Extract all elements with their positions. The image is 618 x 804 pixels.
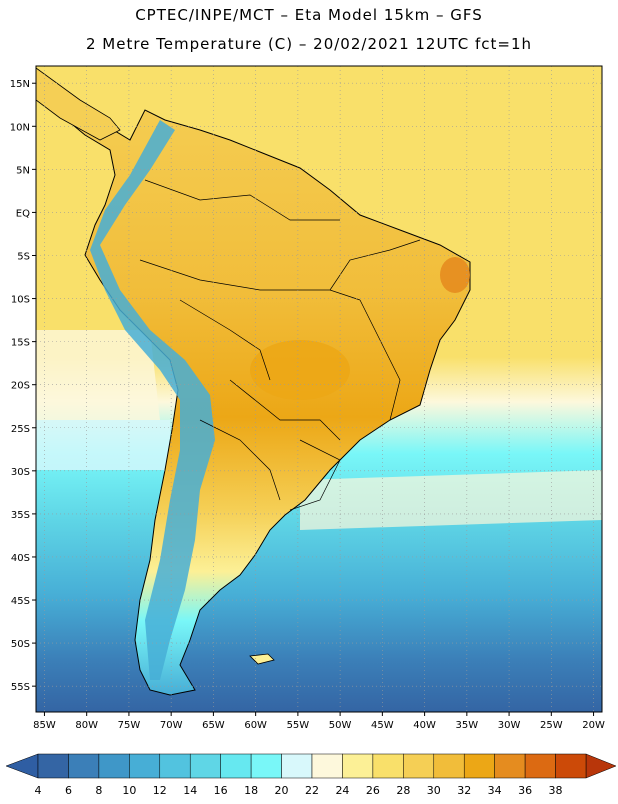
lat-tick-label: 10S	[11, 295, 30, 306]
pacific-cool-band	[36, 330, 160, 420]
lon-tick-label: 35W	[456, 720, 479, 731]
colorbar-labels: 4 6 8 10 12 14 16 18 20 22 24 26 28 30 32 34 36 38	[35, 784, 563, 797]
lon-tick-label: 80W	[75, 720, 98, 731]
colorbar-label: 36	[518, 784, 532, 797]
lon-tick-label: 25W	[540, 720, 563, 731]
colorbar-label: 26	[366, 784, 380, 797]
colorbar-swatch	[189, 753, 221, 779]
colorbar-swatches	[37, 753, 587, 779]
lon-tick-label: 30W	[498, 720, 521, 731]
colorbar-label: 30	[427, 784, 441, 797]
lon-tick-label: 70W	[160, 720, 183, 731]
map-body	[36, 66, 602, 712]
lon-tick-label: 50W	[329, 720, 352, 731]
lat-tick-label: 45S	[11, 596, 30, 607]
colorbar-label: 10	[122, 784, 136, 797]
lat-tick-label: 10N	[10, 122, 30, 133]
lon-tick-label: 20W	[582, 720, 605, 731]
lat-tick-label: 55S	[11, 682, 30, 693]
colorbar-swatch	[68, 753, 100, 779]
colorbar-left-arrow	[5, 753, 39, 779]
lat-tick-label: 15S	[11, 338, 30, 349]
andes-cold-ridge	[90, 120, 215, 680]
longitude-axis: 85W 80W 75W 70W 65W 60W 55W 50W 45W 40W 35W 30W 25W 2…	[33, 712, 605, 731]
colorbar-swatch	[281, 753, 313, 779]
colorbar-swatch	[463, 753, 495, 779]
lon-tick-label: 45W	[371, 720, 394, 731]
colorbar-label: 24	[335, 784, 349, 797]
lat-tick-label: EQ	[16, 208, 30, 219]
colorbar-label: 32	[457, 784, 471, 797]
colorbar-swatch	[494, 753, 526, 779]
atlantic-mild-band	[300, 470, 602, 530]
colorbar-swatch	[159, 753, 191, 779]
latitude-axis: 15N 10N 5N EQ 5S 10S 15S 20S 25S 30S 35S 40S 45S 50S 5…	[10, 79, 36, 693]
colorbar-swatch	[433, 753, 465, 779]
central-america	[36, 67, 121, 141]
colorbar-swatch	[311, 753, 343, 779]
lat-tick-label: 5N	[16, 165, 30, 176]
colorbar-label: 20	[275, 784, 289, 797]
colorbar-label: 22	[305, 784, 319, 797]
chart-title-line2: 2 Metre Temperature (C) – 20/02/2021 12U…	[85, 35, 533, 53]
colorbar-label: 8	[95, 784, 102, 797]
lat-tick-label: 5S	[17, 251, 30, 262]
lat-tick-label: 50S	[11, 639, 30, 650]
colorbar-swatch	[342, 753, 374, 779]
colorbar-swatch	[37, 753, 69, 779]
falkland-islands	[249, 653, 275, 665]
map-frame	[35, 65, 603, 713]
colorbar-swatch	[129, 753, 161, 779]
colorbar-right-arrow	[585, 753, 617, 779]
lon-tick-label: 40W	[413, 720, 436, 731]
colorbar-label: 16	[214, 784, 228, 797]
lat-tick-label: 35S	[11, 510, 30, 521]
hot-region-northeast	[440, 257, 470, 293]
colorbar-label: 14	[183, 784, 197, 797]
lat-tick-label: 20S	[11, 381, 30, 392]
lat-tick-label: 15N	[10, 79, 30, 90]
colorbar: 4 6 8 10 12 14 16 18 20 22 24 26 28 30 32 34 36 38	[5, 753, 617, 797]
colorbar-label: 38	[549, 784, 563, 797]
colorbar-label: 12	[153, 784, 167, 797]
lat-tick-label: 25S	[11, 424, 30, 435]
colorbar-swatch	[555, 753, 587, 779]
colorbar-swatch	[372, 753, 404, 779]
colorbar-swatch	[98, 753, 130, 779]
colorbar-label: 18	[244, 784, 258, 797]
colorbar-swatch	[524, 753, 556, 779]
hot-region-central	[250, 340, 350, 400]
lat-tick-label: 40S	[11, 553, 30, 564]
colorbar-label: 34	[488, 784, 502, 797]
colorbar-label: 4	[35, 784, 42, 797]
chart-title-line1: CPTEC/INPE/MCT – Eta Model 15km – GFS	[135, 6, 483, 24]
colorbar-label: 6	[65, 784, 72, 797]
lon-tick-label: 55W	[287, 720, 310, 731]
lat-tick-label: 30S	[11, 467, 30, 478]
lon-tick-label: 65W	[202, 720, 225, 731]
colorbar-swatch	[403, 753, 435, 779]
colorbar-swatch	[220, 753, 252, 779]
colorbar-label: 28	[396, 784, 410, 797]
lon-tick-label: 60W	[244, 720, 267, 731]
lon-tick-label: 75W	[118, 720, 141, 731]
lon-tick-label: 85W	[33, 720, 56, 731]
colorbar-swatch	[250, 753, 282, 779]
pacific-colder-band	[36, 420, 170, 470]
